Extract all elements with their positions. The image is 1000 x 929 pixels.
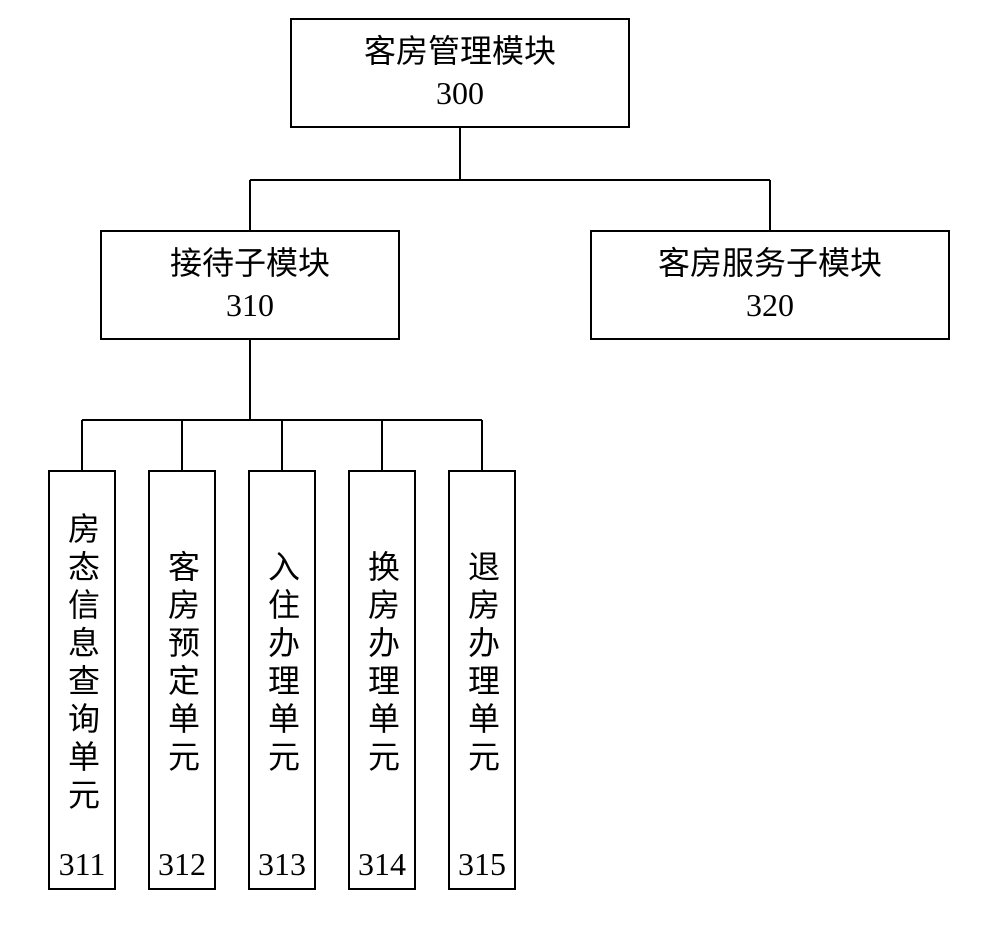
leaf-node-2-number: 312 <box>158 848 206 880</box>
leaf-node-2: 客房预定单元 312 <box>148 470 216 890</box>
leaf-node-1-number: 311 <box>59 848 106 880</box>
leaf-node-5-number: 315 <box>458 848 506 880</box>
node-reception: 接待子模块310 <box>100 230 400 340</box>
node-service: 客房服务子模块320 <box>590 230 950 340</box>
node-reception-label: 接待子模块 <box>170 243 330 285</box>
leaf-node-3-label: 入住办理单元 <box>259 484 305 844</box>
leaf-node-3: 入住办理单元 313 <box>248 470 316 890</box>
leaf-node-2-label: 客房预定单元 <box>159 484 205 844</box>
leaf-node-4-label: 换房办理单元 <box>359 484 405 844</box>
leaf-node-1-label: 房态信息查询单元 <box>59 484 105 844</box>
leaf-node-3-number: 313 <box>258 848 306 880</box>
leaf-node-5: 退房办理单元 315 <box>448 470 516 890</box>
node-service-number: 320 <box>746 285 794 327</box>
leaf-node-4: 换房办理单元 314 <box>348 470 416 890</box>
node-reception-number: 310 <box>226 285 274 327</box>
root-node-number: 300 <box>436 73 484 115</box>
leaf-node-1: 房态信息查询单元 311 <box>48 470 116 890</box>
leaf-node-4-number: 314 <box>358 848 406 880</box>
leaf-node-5-label: 退房办理单元 <box>459 484 505 844</box>
node-service-label: 客房服务子模块 <box>658 243 882 285</box>
root-node-label: 客房管理模块 <box>364 31 556 73</box>
root-node: 客房管理模块300 <box>290 18 630 128</box>
